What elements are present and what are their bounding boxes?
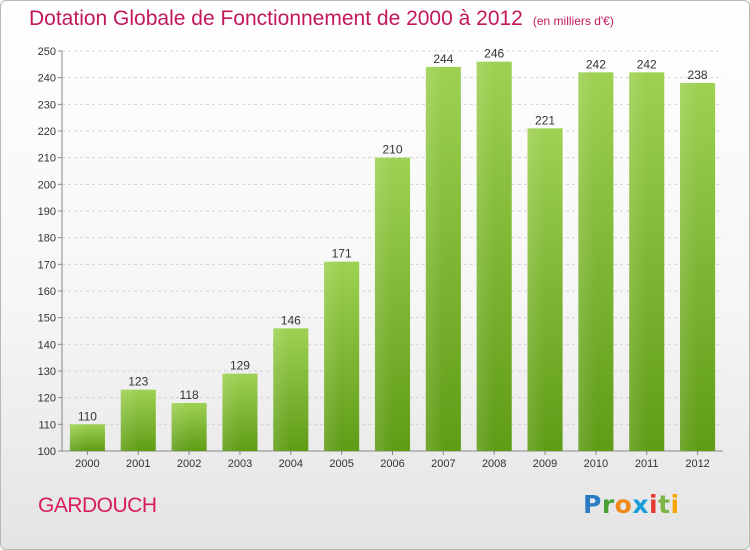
data-labels: 110 123 118 129 146 171 210 244 246 221 242 242 238 xyxy=(78,47,708,424)
data-label-2009: 221 xyxy=(535,113,555,127)
data-label-2007: 244 xyxy=(433,52,453,66)
bar-highlight xyxy=(374,157,393,451)
x-tick-label-2010: 2010 xyxy=(584,458,608,470)
x-tick-label-2003: 2003 xyxy=(228,458,252,470)
x-tick-label-2007: 2007 xyxy=(431,458,455,470)
logo-letter: o xyxy=(614,490,633,519)
y-tick-label: 120 xyxy=(38,393,56,405)
x-tick-label-2011: 2011 xyxy=(635,458,659,470)
data-label-2006: 210 xyxy=(382,143,402,157)
bar-highlight xyxy=(425,67,444,451)
x-tick-label-2009: 2009 xyxy=(533,458,557,470)
y-tick-label: 230 xyxy=(38,99,56,111)
x-tick-label-2005: 2005 xyxy=(329,458,353,470)
logo-letter: i xyxy=(670,490,680,519)
y-tick-label: 180 xyxy=(38,233,56,245)
commune-name: GARDOUCH xyxy=(38,494,157,517)
logo-letter: t xyxy=(658,490,671,519)
bar-highlight xyxy=(476,61,495,452)
bar-highlight xyxy=(527,128,546,451)
data-label-2010: 242 xyxy=(586,57,606,71)
data-label-2008: 246 xyxy=(484,47,504,61)
y-tick-label: 100 xyxy=(38,446,56,458)
y-tick-label: 200 xyxy=(38,179,56,191)
chart-title: Dotation Globale de Fonctionnement de 20… xyxy=(29,7,614,31)
bar-highlight xyxy=(171,403,190,451)
logo-letter: P xyxy=(583,490,602,519)
data-label-2001: 123 xyxy=(128,375,148,389)
proxiti-logo: Proxiti xyxy=(583,490,680,519)
x-tick-label-2001: 2001 xyxy=(126,458,150,470)
y-tick-label: 160 xyxy=(38,286,56,298)
data-label-2002: 118 xyxy=(180,388,199,402)
x-tick-label-2008: 2008 xyxy=(482,458,506,470)
x-tick-label-2012: 2012 xyxy=(685,458,709,470)
y-tick-label: 130 xyxy=(38,366,56,378)
data-label-2012: 238 xyxy=(688,68,708,82)
bar-highlight xyxy=(324,261,342,451)
bar-highlight xyxy=(69,424,88,451)
y-tick-label: 250 xyxy=(38,46,56,58)
logo-letter: i xyxy=(649,490,659,519)
chart-title-text: Dotation Globale de Fonctionnement de 20… xyxy=(29,7,523,30)
bar-highlight xyxy=(680,83,698,451)
y-tick-label: 170 xyxy=(38,259,56,271)
x-tick-label-2002: 2002 xyxy=(177,458,201,470)
y-tick-label: 110 xyxy=(38,419,56,431)
bar-highlight xyxy=(578,72,596,451)
chart-subtitle: (en milliers d'€) xyxy=(532,14,614,28)
y-tick-label: 240 xyxy=(38,73,56,85)
bar-highlight xyxy=(273,328,291,451)
logo-letter: x xyxy=(632,490,649,519)
axes: 100 110 120 130 140 150 160 170 180 190 200 210 220 2… xyxy=(38,46,723,470)
data-label-2004: 146 xyxy=(281,313,301,327)
bar-highlight xyxy=(120,389,139,451)
y-tick-label: 210 xyxy=(38,153,56,165)
y-tick-label: 220 xyxy=(38,126,56,138)
logo-letter: r xyxy=(601,490,615,519)
bars xyxy=(69,61,716,452)
y-tick-label: 150 xyxy=(38,313,56,325)
data-label-2005: 171 xyxy=(332,247,352,261)
bar-highlight xyxy=(222,373,240,451)
data-label-2003: 129 xyxy=(230,359,250,373)
x-tick-label-2004: 2004 xyxy=(279,458,303,470)
x-tick-label-2000: 2000 xyxy=(75,458,99,470)
data-label-2011: 242 xyxy=(637,57,657,71)
bar-highlight xyxy=(629,72,647,451)
y-tick-label: 140 xyxy=(38,339,56,351)
y-tick-label: 190 xyxy=(38,206,56,218)
x-tick-label-2006: 2006 xyxy=(380,458,404,470)
data-label-2000: 110 xyxy=(78,409,97,423)
